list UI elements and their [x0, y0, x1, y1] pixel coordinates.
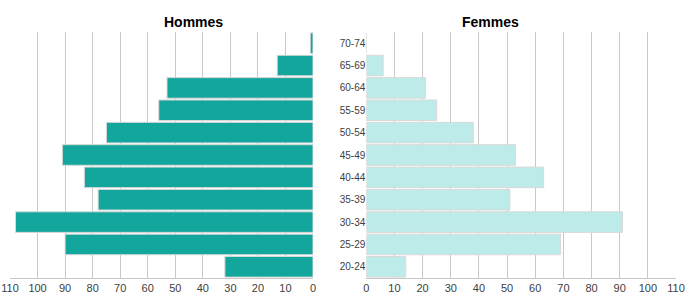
svg-text:70: 70 — [557, 282, 569, 294]
svg-text:50-54: 50-54 — [340, 127, 366, 138]
svg-text:Hommes: Hommes — [164, 14, 223, 30]
svg-text:20: 20 — [416, 282, 428, 294]
svg-text:60: 60 — [529, 282, 541, 294]
svg-text:20-24: 20-24 — [340, 261, 366, 272]
svg-text:10: 10 — [279, 282, 291, 294]
svg-text:70-74: 70-74 — [340, 38, 366, 49]
svg-text:40: 40 — [197, 282, 209, 294]
svg-text:70: 70 — [114, 282, 126, 294]
svg-text:0: 0 — [310, 282, 316, 294]
svg-text:90: 90 — [614, 282, 626, 294]
svg-text:60-64: 60-64 — [340, 82, 366, 93]
svg-text:30: 30 — [445, 282, 457, 294]
svg-text:50: 50 — [169, 282, 181, 294]
svg-text:65-69: 65-69 — [340, 60, 366, 71]
svg-text:80: 80 — [87, 282, 99, 294]
svg-text:40-44: 40-44 — [340, 172, 366, 183]
svg-text:55-59: 55-59 — [340, 105, 366, 116]
svg-text:80: 80 — [585, 282, 597, 294]
svg-text:50: 50 — [501, 282, 513, 294]
svg-text:90: 90 — [59, 282, 71, 294]
svg-text:25-29: 25-29 — [340, 239, 366, 250]
svg-text:45-49: 45-49 — [340, 150, 366, 161]
svg-text:100: 100 — [639, 282, 657, 294]
svg-text:40: 40 — [473, 282, 485, 294]
svg-text:30-34: 30-34 — [340, 217, 366, 228]
svg-text:100: 100 — [28, 282, 46, 294]
svg-text:10: 10 — [388, 282, 400, 294]
svg-text:20: 20 — [252, 282, 264, 294]
svg-text:0: 0 — [363, 282, 369, 294]
svg-text:Femmes: Femmes — [462, 14, 519, 30]
svg-text:110: 110 — [1, 282, 19, 294]
svg-text:35-39: 35-39 — [340, 194, 366, 205]
svg-text:60: 60 — [142, 282, 154, 294]
svg-text:30: 30 — [224, 282, 236, 294]
svg-text:110: 110 — [667, 282, 685, 294]
